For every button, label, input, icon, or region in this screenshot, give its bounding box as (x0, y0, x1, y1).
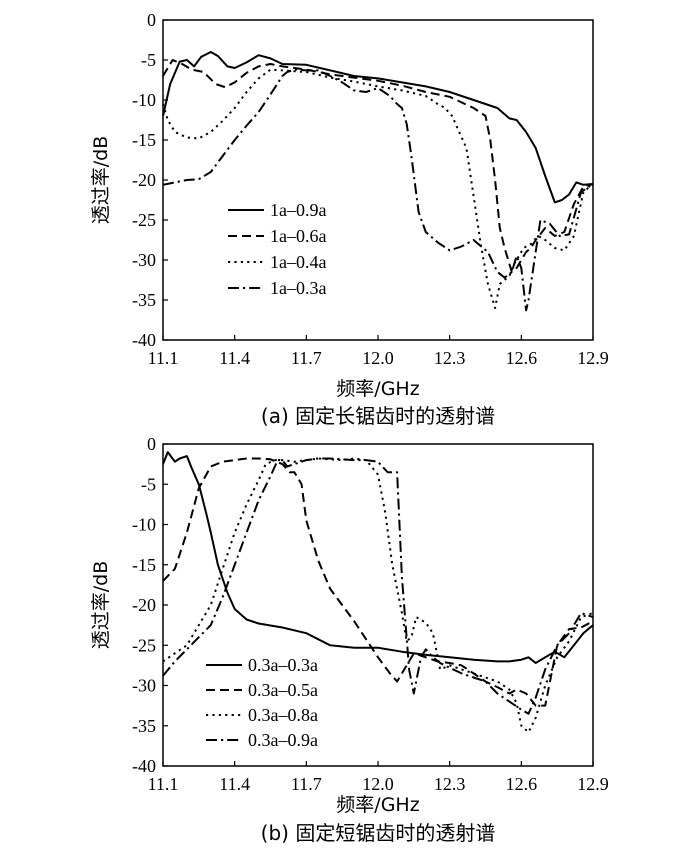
panel-b-series-3-line (162, 457, 594, 734)
panel-a-x-tick-label: 12.9 (577, 348, 609, 368)
panel-a-y-tick-label: -25 (132, 210, 156, 230)
panel-a-x-tick-label: 12.6 (506, 348, 538, 368)
panel-a-y-tick-label: -5 (141, 50, 156, 70)
panel-a-legend-label-4: 1a–0.3a (270, 278, 326, 298)
panel-b-y-tick-label: -40 (132, 756, 156, 776)
panel-a-y-tick-label: -30 (132, 250, 156, 270)
panel-b-legend-label-4: 0.3a–0.9a (248, 730, 318, 750)
panel-b-y-tick-label: -15 (132, 555, 156, 575)
panel-a-legend-label-1: 1a–0.9a (270, 200, 326, 220)
panel-b-y-tick-label: -30 (132, 676, 156, 696)
panel-a-x-tick-label: 11.7 (291, 348, 322, 368)
panel-b-series-1-line (162, 451, 594, 664)
panel-a-x-axis-label: 频率/GHz (336, 378, 419, 400)
panel-b-x-tick-label: 11.4 (219, 774, 250, 794)
panel-a-series-4-line (162, 68, 594, 312)
panel-a-y-tick-label: -10 (132, 90, 156, 110)
panel-a-legend-label-2: 1a–0.6a (270, 226, 326, 246)
panel-a-y-tick-label: -40 (132, 330, 156, 350)
panel-a-legend: 1a–0.9a 1a–0.6a 1a–0.4a 1a–0.3a (228, 200, 326, 298)
panel-b-x-tick-label: 12.6 (506, 774, 538, 794)
panel-a-plot-frame (162, 19, 594, 341)
panel-a-legend-label-3: 1a–0.4a (270, 252, 326, 272)
panel-b-series-2-line (162, 457, 594, 707)
panel-b-legend-label-1: 0.3a–0.3a (248, 655, 318, 675)
panel-b-y-tick-label: -10 (132, 515, 156, 535)
panel-a-transmission-spectrum: 11.1 11.4 11.7 12.0 12.3 12.6 12.9 0 -5 -10 -15 -20… (90, 10, 609, 428)
panel-a-x-tick-label: 11.1 (148, 348, 179, 368)
panel-a-y-tick-label: -20 (132, 170, 156, 190)
panel-b-y-axis-label: 透过率/dB (90, 561, 112, 650)
panel-b-plot-frame (162, 443, 594, 767)
panel-a-y-axis-label: 透过率/dB (90, 136, 112, 225)
panel-a-series-1-line (162, 51, 594, 204)
panel-b-y-tick-label: 0 (147, 434, 156, 454)
panel-b-y-tick-label: -25 (132, 635, 156, 655)
panel-b-y-tick-label: -5 (141, 474, 156, 494)
panel-a-series-3-line (162, 68, 594, 309)
panel-a-y-tick-label: -35 (132, 290, 156, 310)
panel-b-legend-label-3: 0.3a–0.8a (248, 705, 318, 725)
panel-b-x-tick-label: 12.0 (362, 774, 394, 794)
panel-b-transmission-spectrum: 11.1 11.4 11.7 12.0 12.3 12.6 12.9 0 -5 -10 -15 -20… (90, 434, 609, 845)
panel-a-x-tick-label: 11.4 (219, 348, 250, 368)
panel-a-x-tick-label: 12.0 (362, 348, 394, 368)
panel-b-y-tick-label: -35 (132, 716, 156, 736)
panel-b-series-4-line (162, 457, 594, 715)
panel-b-legend-label-2: 0.3a–0.5a (248, 680, 318, 700)
panel-b-legend: 0.3a–0.3a 0.3a–0.5a 0.3a–0.8a 0.3a–0.9a (206, 655, 318, 750)
panel-a-series-2-line (162, 59, 594, 273)
panel-a-x-tick-label: 12.3 (434, 348, 466, 368)
panel-a-y-tick-label: -15 (132, 130, 156, 150)
panel-b-x-tick-label: 11.7 (291, 774, 322, 794)
panel-b-caption: (b) 固定短锯齿时的透射谱 (261, 821, 496, 845)
panel-b-x-axis-label: 频率/GHz (336, 794, 419, 816)
panel-a-caption: (a) 固定长锯齿时的透射谱 (261, 404, 495, 428)
panel-b-x-tick-label: 11.1 (148, 774, 179, 794)
panel-b-x-tick-label: 12.3 (434, 774, 466, 794)
panel-b-y-tick-label: -20 (132, 595, 156, 615)
panel-a-y-tick-label: 0 (147, 10, 156, 30)
panel-b-x-tick-label: 12.9 (577, 774, 609, 794)
